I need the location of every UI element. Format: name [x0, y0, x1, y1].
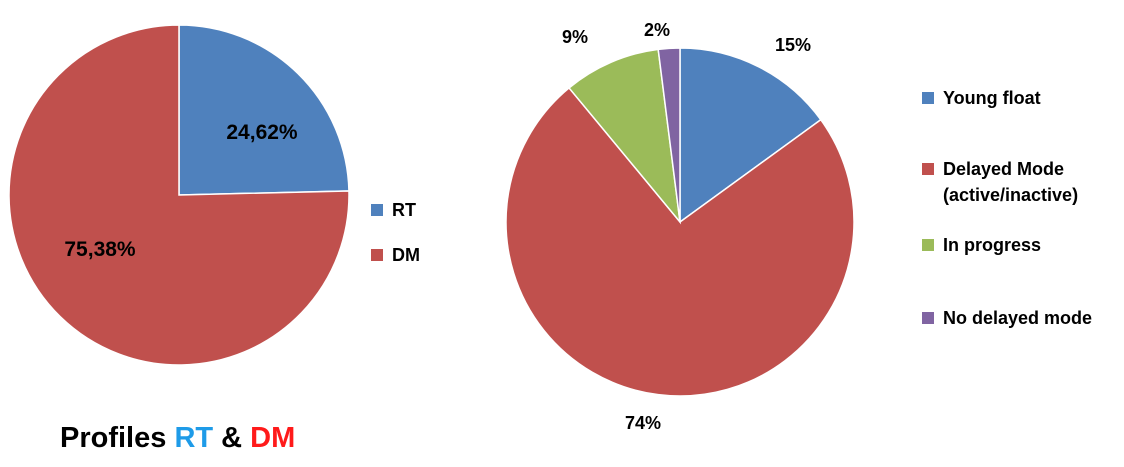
data-label-rt: 24,62%: [226, 121, 298, 144]
pie-slice-dm: [8, 24, 350, 366]
data-label-dm: 75,38%: [64, 238, 136, 261]
legend-label-delayed-mode-active-inactive: Delayed Mode (active/inactive): [943, 159, 1078, 205]
pie-chart-rt-dm: 24,62% 75,38%: [8, 24, 350, 366]
data-label-no-delayed-mode: 2%: [644, 20, 670, 40]
legend-label-no-delayed-mode: No delayed mode: [943, 308, 1092, 328]
pie-chart-float-status: 15% 74% 9% 2%: [505, 20, 855, 433]
caption-part-a: RT: [174, 422, 214, 454]
pie-slice-rt: [178, 24, 350, 196]
legend-swatch-dm: [371, 249, 383, 261]
legend-swatch-rt: [371, 204, 383, 216]
pie-slice-delayed-mode-active-inactive: [505, 86, 855, 397]
caption-part-b: DM: [250, 422, 296, 454]
legend-float-status: Young float Delayed Mode (active/inactive)…: [922, 88, 1092, 328]
caption-prefix: Profiles: [60, 422, 175, 454]
legend-swatch-no-delayed-mode: [922, 312, 934, 324]
data-label-young-float: 15%: [775, 35, 811, 55]
legend-rt-dm: RT DM: [371, 200, 420, 265]
data-label-delayed-mode-active-inactive: 74%: [625, 413, 661, 433]
pie-slice-no-delayed-mode: [657, 47, 681, 223]
figure-caption: Profiles RT & DM: [60, 422, 295, 455]
legend-swatch-young-float: [922, 92, 934, 104]
data-label-in-progress: 9%: [562, 27, 588, 47]
legend-label-rt: RT: [392, 200, 416, 220]
legend-label-in-progress: In progress: [943, 235, 1041, 255]
pie-slice-young-float: [679, 47, 822, 224]
legend-swatch-in-progress: [922, 239, 934, 251]
caption-joiner: &: [213, 422, 251, 454]
legend-label-young-float: Young float: [943, 88, 1041, 108]
pie-slice-in-progress: [568, 48, 682, 225]
legend-swatch-delayed-mode-active-inactive: [922, 163, 934, 175]
legend-label-dm: DM: [392, 245, 420, 265]
